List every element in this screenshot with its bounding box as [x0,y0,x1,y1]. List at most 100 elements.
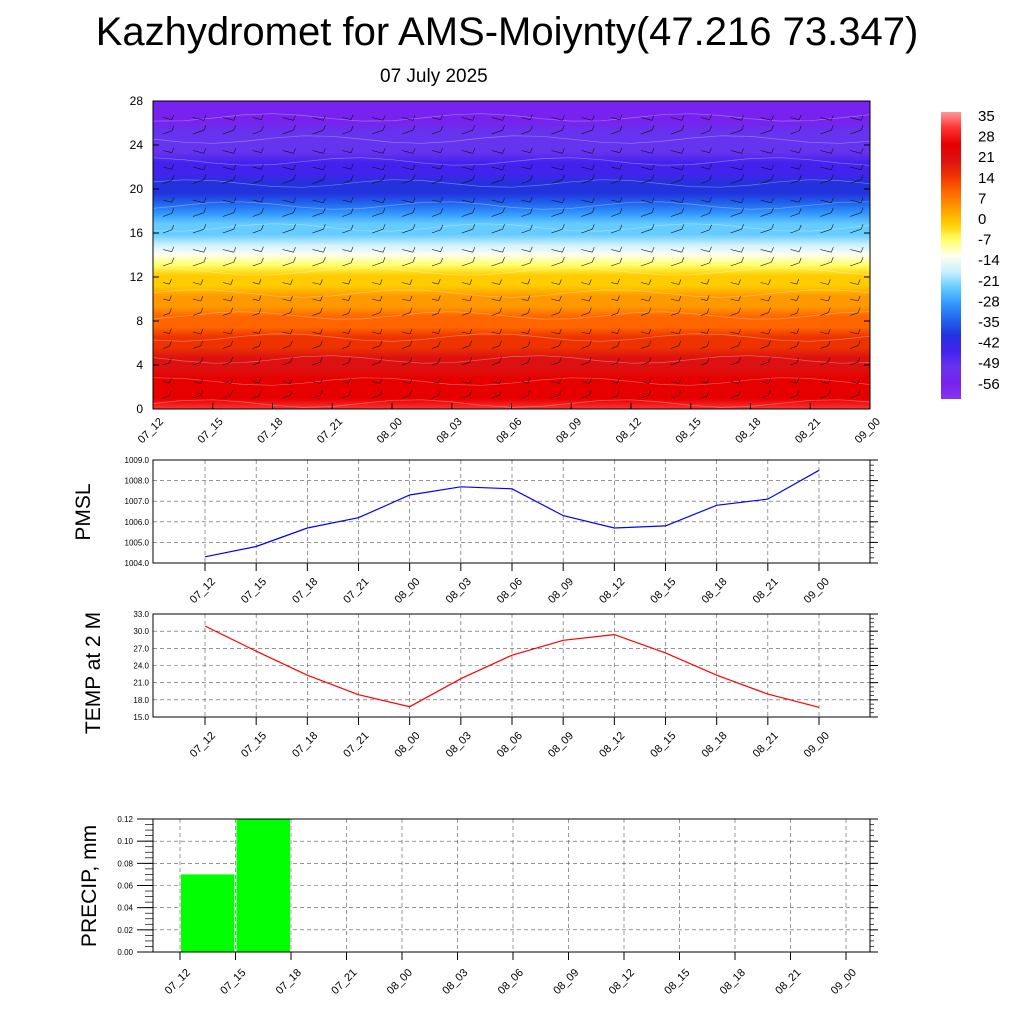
wind-barb-flag [678,357,682,363]
y-tick-label: 1009.0 [125,456,150,465]
wind-barb [760,261,772,267]
wind-barb [372,129,384,135]
wind-barb-flag [709,257,712,264]
wind-barb-flag [290,307,293,313]
wind-barb-flag [472,148,476,154]
y-tick-label: 0.04 [117,904,133,913]
precip-panel: 0.000.020.040.060.080.100.12 07_12 07_15 0… [78,815,878,997]
wind-barb [700,130,710,135]
wind-barb [162,166,172,170]
wind-barb-flag [379,378,383,384]
wind-barb [790,249,800,252]
wind-barb [312,331,321,335]
colorbar: 35 28 21 14 7 0 -7 -14 -21 -28 -35 -42 -49 -56 [941,108,1000,399]
wind-barb [192,381,201,384]
wind-barb [162,130,172,135]
y-tick-label: 16 [130,226,144,240]
wind-barb-flag [169,341,172,347]
wind-barb [222,261,234,267]
contour-line [152,179,871,188]
wind-barb-flag [738,295,741,302]
wind-barb [611,229,620,234]
wind-barb-flag [592,148,595,154]
wind-barb [581,150,593,154]
wind-barb [640,394,650,399]
wind-barb [461,261,473,267]
y-tick-label: 1008.0 [125,477,150,486]
wind-barb [820,212,832,217]
wind-barb [730,261,742,267]
wind-barb-flag [293,197,296,203]
wind-barb [760,150,772,154]
wind-barb-flag [233,224,237,230]
wind-barb [282,312,291,316]
wind-barb [820,199,832,204]
wind-barb-flag [559,279,562,285]
wind-barb [162,313,170,316]
wind-barb-flag [203,247,207,253]
wind-barb [372,312,381,316]
wind-barb [282,117,294,121]
wind-barb-flag [230,295,234,302]
wind-barb [162,381,170,384]
wind-barb [312,394,321,399]
wind-barb-flag [530,125,533,132]
wind-barb-flag [320,307,323,313]
wind-barb-flag [681,148,685,154]
wind-barb-flag [200,378,204,384]
x-tick-label: 08_03 [435,416,465,446]
wind-barb-flag [379,357,383,363]
wind-barb-flag [562,164,565,170]
wind-barb [461,345,470,349]
x-tick-label: 08_15 [674,416,704,446]
wind-barb [850,331,859,335]
wind-barb-flag [379,328,383,335]
wind-barb [670,394,679,399]
wind-barb-flag [472,247,476,253]
wind-barb-flag [258,341,262,347]
wind-barb-flag [648,378,652,384]
wind-barb [252,395,260,399]
wind-barb [551,212,563,217]
wind-barb [820,129,832,135]
wind-barb-flag [562,224,565,230]
wind-barb [730,199,742,204]
wind-barb-flag [472,174,476,180]
wind-barb-flag [648,340,652,346]
wind-barb-flag [440,257,443,264]
colorbar-label: -7 [978,232,991,249]
wind-barb-flag [527,278,531,285]
colorbar-label: -21 [978,273,1000,290]
wind-barb [491,212,503,217]
colorbar-label: -56 [978,376,1000,393]
wind-barb [551,312,560,316]
wind-barb-flag [200,307,204,313]
wind-barb [670,282,679,285]
wind-barb-flag [592,115,595,121]
colorbar-label: 0 [978,211,986,228]
wind-barb [342,346,349,349]
wind-barb [521,362,528,366]
wind-barb [730,312,739,316]
wind-barb [820,331,829,335]
wind-barb [521,249,531,252]
x-tick-label: 08_21 [751,730,781,760]
wind-barb-flag [530,164,533,170]
wind-barb-flag [200,295,204,302]
temp-line [204,625,820,708]
wind-barb-flag [562,207,565,213]
wind-barb-flag [290,357,293,363]
wind-barb [401,298,411,302]
wind-barb-flag [171,164,175,170]
wind-barb [820,166,832,171]
wind-barb [581,282,590,285]
wind-barb [700,313,708,316]
wind-barb [521,117,531,120]
wind-barb-flag [857,357,861,363]
x-tick-label: 09_00 [802,576,832,606]
wind-barb-flag [293,256,296,263]
wind-barb [312,212,324,217]
wind-barb-flag [678,340,682,346]
y-tick-label: 12 [130,270,144,284]
